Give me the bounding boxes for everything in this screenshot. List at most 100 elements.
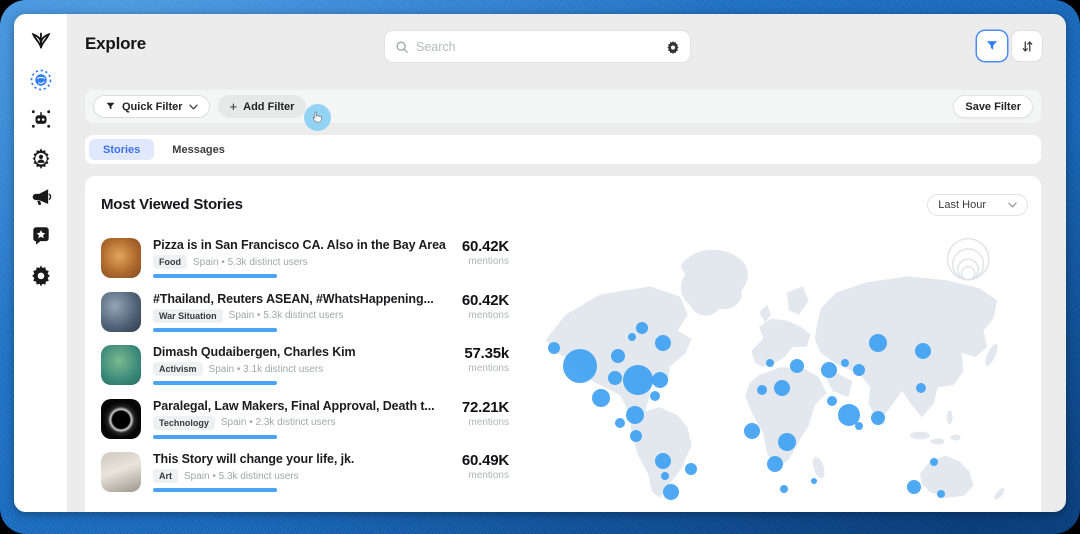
story-meta-text: Spain • 5.3k distinct users: [193, 256, 308, 268]
map-bubble[interactable]: [790, 358, 805, 373]
sidebar-item-explore-globe-icon[interactable]: [30, 69, 52, 91]
map-bubble[interactable]: [592, 389, 611, 408]
map-bubble[interactable]: [615, 418, 626, 429]
map-bubble[interactable]: [627, 332, 636, 341]
mentions-value: 60.42K: [461, 238, 509, 255]
tab-bar: Stories Messages: [85, 135, 1041, 164]
add-filter-label: Add Filter: [243, 100, 295, 113]
quick-filter-label: Quick Filter: [122, 100, 183, 113]
sort-button[interactable]: [1012, 31, 1042, 61]
story-text: Dimash Qudaibergen, Charles Kim Activism…: [153, 345, 456, 385]
map-bubble[interactable]: [744, 423, 761, 440]
sidebar-item-megaphone-icon[interactable]: [30, 186, 52, 208]
story-thumbnail-sea-turtle: [101, 345, 141, 385]
tab-messages-label: Messages: [172, 143, 225, 156]
sidebar-item-settings-gear-icon[interactable]: [30, 264, 52, 286]
sidebar-item-chat-star-icon[interactable]: [30, 225, 52, 247]
map-bubbles: [521, 234, 1037, 506]
map-bubble[interactable]: [662, 483, 679, 500]
story-meta-text: Spain • 5.3k distinct users: [228, 310, 344, 321]
story-progress-bar: [153, 488, 277, 492]
map-bubble[interactable]: [936, 490, 945, 499]
plus-icon: +: [229, 99, 238, 114]
time-range-dropdown[interactable]: Last Hour: [927, 194, 1028, 216]
map-bubble[interactable]: [623, 365, 654, 396]
story-tag-chip: Technology: [153, 415, 215, 430]
map-bubble[interactable]: [611, 348, 625, 363]
filter-toggle-button[interactable]: [977, 31, 1007, 61]
most-viewed-stories-card: Most Viewed Stories Last Hour Pizza is i…: [85, 176, 1041, 512]
map-bubble[interactable]: [780, 484, 789, 493]
save-filter-button[interactable]: Save Filter: [953, 95, 1033, 118]
story-text: Pizza is in San Francisco CA. Also in th…: [153, 238, 454, 278]
story-meta-text: Spain • 5.3k distinct users: [184, 470, 299, 482]
story-row[interactable]: Pizza is in San Francisco CA. Also in th…: [101, 238, 509, 292]
bubble-size-legend-icon: [946, 237, 990, 281]
story-row[interactable]: #Thailand, Reuters ASEAN, #WhatsHappenin…: [101, 291, 509, 346]
mentions-value: 60.49K: [461, 452, 509, 469]
story-text: Paralegal, Law Makers, Final Approval, D…: [153, 399, 454, 439]
map-bubble[interactable]: [777, 432, 796, 451]
save-filter-label: Save Filter: [965, 100, 1021, 113]
map-bubble[interactable]: [766, 455, 783, 472]
quick-filter-dropdown[interactable]: Quick Filter: [93, 95, 210, 118]
map-bubble[interactable]: [626, 406, 645, 425]
story-meta-text: Spain • 2.3k distinct users: [220, 417, 336, 428]
map-bubble[interactable]: [837, 404, 860, 427]
map-bubble[interactable]: [869, 333, 888, 352]
map-bubble[interactable]: [684, 462, 697, 475]
story-row[interactable]: Dimash Qudaibergen, Charles Kim Activism…: [101, 345, 509, 399]
map-bubble[interactable]: [547, 341, 560, 354]
funnel-icon: [106, 102, 115, 110]
search-settings-gear-icon[interactable]: [666, 40, 680, 54]
app-window: Explore: [14, 14, 1066, 512]
map-bubble[interactable]: [766, 358, 775, 367]
map-bubble[interactable]: [820, 362, 837, 378]
main-area: Explore: [68, 14, 1066, 512]
map-bubble[interactable]: [651, 372, 668, 389]
story-meta-text: Spain • 3.1k distinct users: [208, 363, 324, 375]
map-bubble[interactable]: [563, 348, 598, 383]
tab-messages[interactable]: Messages: [158, 139, 239, 160]
map-bubble[interactable]: [810, 477, 817, 484]
story-thumbnail-earth-from-space: [101, 291, 141, 332]
map-bubble[interactable]: [871, 411, 886, 426]
story-row[interactable]: This Story will change your life, jk. Ar…: [101, 452, 509, 506]
search-icon: [395, 40, 409, 54]
sidebar-item-agent-settings-icon[interactable]: [30, 147, 52, 169]
map-bubble[interactable]: [630, 429, 643, 442]
chevron-down-icon: [1008, 202, 1017, 208]
map-bubble[interactable]: [853, 364, 866, 376]
mentions-label: mentions: [468, 363, 509, 374]
map-bubble[interactable]: [826, 396, 837, 407]
story-tag-chip: Food: [153, 255, 187, 269]
card-title: Most Viewed Stories: [101, 196, 243, 213]
mentions-label: mentions: [468, 309, 509, 321]
filter-bar: Quick Filter + Add Filter Save Filter: [85, 90, 1041, 123]
map-bubble[interactable]: [774, 380, 791, 397]
map-bubble[interactable]: [929, 457, 938, 466]
map-bubble[interactable]: [660, 471, 669, 480]
story-mentions: 60.42K mentions: [454, 238, 509, 267]
map-bubble[interactable]: [915, 383, 926, 394]
map-bubble[interactable]: [756, 385, 767, 396]
map-bubble[interactable]: [608, 371, 623, 386]
map-bubble[interactable]: [907, 479, 922, 494]
map-bubble[interactable]: [855, 422, 864, 431]
search-input[interactable]: [416, 39, 659, 54]
sidebar-item-bot-icon[interactable]: [30, 108, 52, 130]
map-bubble[interactable]: [636, 321, 649, 334]
story-tag-chip: Activism: [153, 362, 203, 376]
story-row[interactable]: Paralegal, Law Makers, Final Approval, D…: [101, 398, 509, 453]
search-bar[interactable]: [385, 31, 690, 62]
map-bubble[interactable]: [650, 391, 661, 402]
map-bubble[interactable]: [914, 342, 931, 359]
story-title: Pizza is in San Francisco CA. Also in th…: [153, 238, 446, 252]
add-filter-button[interactable]: + Add Filter: [217, 95, 307, 118]
map-bubble[interactable]: [654, 334, 671, 351]
map-bubble[interactable]: [654, 452, 671, 469]
tab-stories[interactable]: Stories: [89, 139, 155, 160]
map-bubble[interactable]: [840, 358, 849, 367]
story-tag-chip: War Situation: [153, 308, 223, 323]
